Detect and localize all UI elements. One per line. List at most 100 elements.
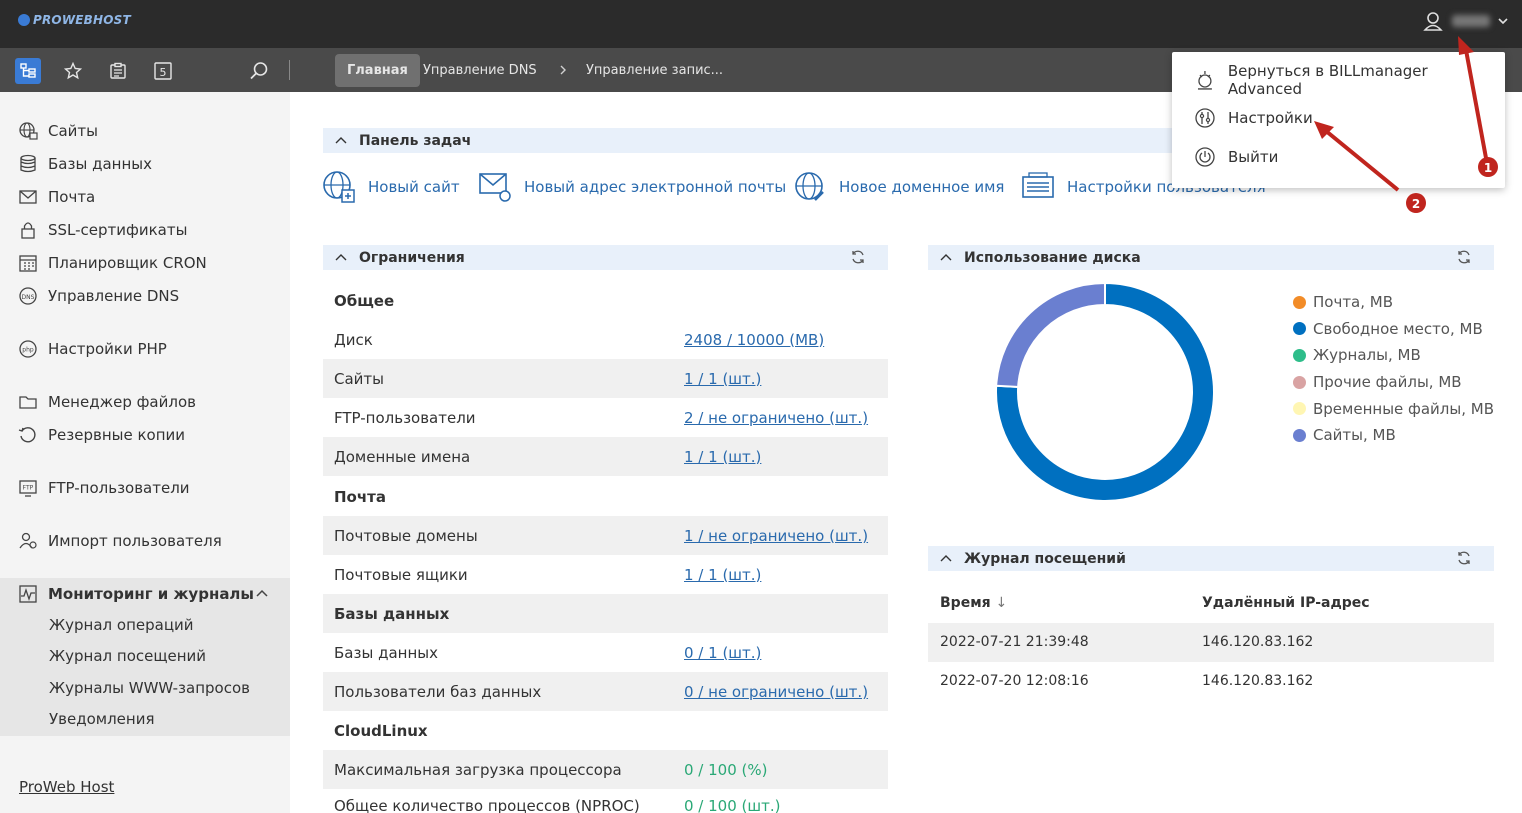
- breadcrumb-dns[interactable]: Управление DNS: [423, 63, 537, 78]
- sidebar-item-label: Мониторинг и журналы: [48, 585, 254, 603]
- group-label: Общее: [334, 291, 395, 310]
- sidebar-item-ftp[interactable]: FTP FTP-пользователи: [18, 477, 190, 499]
- limits-header[interactable]: Ограничения: [323, 245, 888, 270]
- legend-dot: [1293, 375, 1306, 389]
- menu-item-label: Вернуться в BILLmanager Advanced: [1227, 62, 1428, 98]
- row-label: Почтовые ящики: [334, 565, 468, 584]
- star-icon[interactable]: [60, 58, 86, 84]
- refresh-icon[interactable]: [850, 249, 866, 265]
- legend-item[interactable]: Свободное место, MB: [1293, 316, 1494, 343]
- table-row[interactable]: 2022-07-20 12:08:16 146.120.83.162: [928, 662, 1494, 701]
- column-header-ip[interactable]: Удалённый IP-адрес: [1202, 595, 1370, 611]
- legend-item[interactable]: Журналы, MB: [1293, 342, 1494, 369]
- sidebar-item-sites[interactable]: Сайты: [18, 120, 98, 142]
- footer-link[interactable]: ProWeb Host: [19, 778, 115, 796]
- legend-dot: [1293, 322, 1306, 336]
- sidebar-item-mail[interactable]: Почта: [18, 186, 95, 208]
- calendar-badge-icon[interactable]: 5: [150, 58, 176, 84]
- sidebar-subitem-notifications[interactable]: Уведомления: [49, 710, 155, 728]
- row-value-link[interactable]: 1 / не ограничено (шт.): [684, 526, 869, 545]
- limits-title: Ограничения: [359, 249, 465, 266]
- legend-item[interactable]: Сайты, MB: [1293, 422, 1494, 449]
- row-value-link[interactable]: 2 / не ограничено (шт.): [684, 408, 869, 427]
- chevron-up-icon: [335, 136, 347, 143]
- limits-row: Максимальная загрузка процессора 0 / 100 …: [323, 750, 888, 789]
- sidebar-subitem-www-logs[interactable]: Журналы WWW-запросов: [49, 679, 250, 697]
- database-icon: [20, 154, 36, 173]
- new-domain-label: Новое доменное имя: [839, 178, 1005, 196]
- new-site-link[interactable]: Новый сайт: [322, 170, 460, 204]
- donut-slice[interactable]: [995, 281, 1106, 389]
- legend-label: Почта, MB: [1313, 293, 1394, 312]
- disk-header[interactable]: Использование диска: [928, 245, 1494, 270]
- breadcrumb-records[interactable]: Управление запис...: [586, 63, 724, 78]
- sidebar-item-databases[interactable]: Базы данных: [18, 153, 152, 175]
- menu-item-back-billmanager[interactable]: Вернуться в BILLmanager Advanced: [1194, 62, 1505, 98]
- menu-item-logout[interactable]: Выйти: [1194, 145, 1278, 169]
- column-header-time[interactable]: Время ↓: [940, 595, 1008, 611]
- sidebar-item-import-user[interactable]: Импорт пользователя: [18, 530, 222, 552]
- limits-row: Пользователи баз данных 0 / не ограничено…: [323, 672, 888, 711]
- sidebar-item-dns[interactable]: DNS Управление DNS: [18, 285, 179, 307]
- sidebar-item-backups[interactable]: Резервные копии: [18, 424, 185, 446]
- sidebar-subitem-operations-log[interactable]: Журнал операций: [49, 616, 194, 634]
- table-row[interactable]: 2022-07-21 21:39:48 146.120.83.162: [928, 623, 1494, 662]
- new-email-link[interactable]: Новый адрес электронной почты: [478, 170, 786, 204]
- new-domain-link[interactable]: Новое доменное имя: [793, 170, 1004, 204]
- user-settings-icon: [1022, 172, 1054, 198]
- breadcrumb-chevron-icon: [560, 65, 566, 75]
- legend-label: Журналы, MB: [1313, 346, 1421, 365]
- visits-header[interactable]: Журнал посещений: [928, 546, 1494, 571]
- calendar-icon: [19, 255, 37, 272]
- sidebar-subitem-visits-log[interactable]: Журнал посещений: [49, 647, 207, 665]
- svg-text:DNS: DNS: [22, 294, 35, 301]
- legend-label: Прочие файлы, MB: [1313, 373, 1462, 392]
- logo-globe-icon: [18, 14, 30, 26]
- refresh-icon[interactable]: [1456, 249, 1472, 265]
- group-label: CloudLinux: [334, 721, 428, 740]
- row-value-link[interactable]: 2408 / 10000 (MB): [684, 330, 825, 349]
- limits-row: Почтовые ящики 1 / 1 (шт.): [323, 555, 888, 594]
- row-value-link[interactable]: 0 / не ограничено (шт.): [684, 682, 869, 701]
- search-icon[interactable]: [246, 58, 272, 84]
- new-email-label: Новый адрес электронной почты: [524, 178, 787, 196]
- sidebar-item-label: Сайты: [48, 122, 98, 140]
- sidebar-item-ssl[interactable]: SSL-сертификаты: [18, 219, 187, 241]
- row-value-link[interactable]: 1 / 1 (шт.): [684, 565, 762, 584]
- sidebar-item-php[interactable]: php Настройки PHP: [18, 338, 167, 360]
- row-value-link[interactable]: 0 / 1 (шт.): [684, 643, 762, 662]
- limits-group-databases: Базы данных: [323, 594, 888, 633]
- chevron-up-icon[interactable]: [256, 589, 268, 599]
- sidebar-item-files[interactable]: Менеджер файлов: [18, 391, 196, 413]
- refresh-icon[interactable]: [1456, 550, 1472, 566]
- folder-icon: [19, 396, 37, 409]
- legend-item[interactable]: Почта, MB: [1293, 289, 1494, 316]
- legend-item[interactable]: Временные файлы, MB: [1293, 395, 1494, 422]
- sidebar-item-label: Резервные копии: [48, 426, 186, 444]
- legend-item[interactable]: Прочие файлы, MB: [1293, 369, 1494, 396]
- disk-usage-donut-chart: [995, 281, 1215, 502]
- logo[interactable]: PROWEBHOST: [18, 13, 131, 27]
- legend-label: Временные файлы, MB: [1313, 399, 1495, 418]
- import-user-icon: [19, 532, 37, 549]
- user-icon: [1423, 12, 1443, 31]
- sidebar-item-monitoring[interactable]: Мониторинг и журналы: [18, 583, 254, 605]
- ftp-icon: FTP: [19, 480, 37, 497]
- visits-title: Журнал посещений: [964, 550, 1126, 567]
- sidebar-item-label: Планировщик CRON: [48, 254, 207, 272]
- row-value-link[interactable]: 1 / 1 (шт.): [684, 447, 762, 466]
- chevron-up-icon: [940, 554, 952, 561]
- toolbar-divider: [289, 60, 290, 80]
- sidebar-item-label: Настройки PHP: [48, 340, 167, 358]
- user-menu-toggle[interactable]: [1422, 10, 1508, 32]
- breadcrumb-home[interactable]: Главная: [335, 54, 420, 87]
- menu-item-label: Настройки: [1228, 109, 1313, 127]
- username-blurred: [1452, 15, 1490, 27]
- clipboard-icon[interactable]: [105, 58, 131, 84]
- row-value: 0 / 100 (шт.): [684, 797, 781, 813]
- menu-item-settings[interactable]: Настройки: [1194, 106, 1313, 130]
- row-value-link[interactable]: 1 / 1 (шт.): [684, 369, 762, 388]
- donut-slice[interactable]: [995, 281, 1215, 502]
- sidebar-item-cron[interactable]: Планировщик CRON: [18, 252, 207, 274]
- sitemap-icon[interactable]: [15, 58, 41, 84]
